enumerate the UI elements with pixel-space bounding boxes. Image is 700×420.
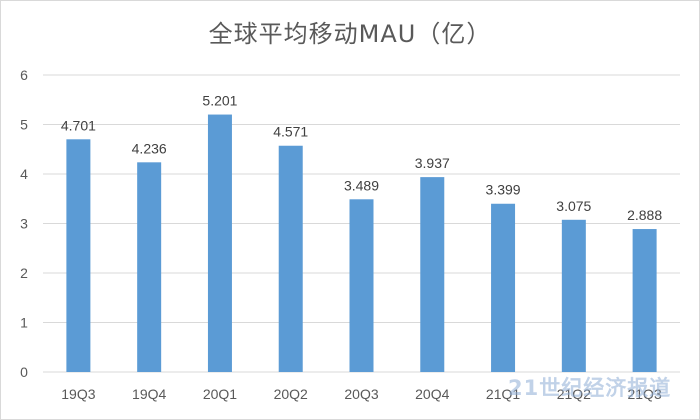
data-label: 4.571: [273, 124, 308, 140]
bar-21q1: [491, 203, 516, 372]
data-label: 2.888: [627, 207, 662, 223]
x-tick-label: 19Q3: [61, 386, 95, 402]
x-tick-label: 21Q3: [627, 386, 661, 402]
data-label: 3.489: [344, 177, 379, 193]
data-label: 3.399: [486, 182, 521, 198]
data-label: 5.201: [202, 93, 237, 109]
x-axis-ticks: 19Q3 19Q4 20Q1 20Q2 20Q3 20Q4 21Q1 21Q2 21Q3: [61, 386, 662, 402]
bar-20q4: [420, 177, 445, 372]
data-label: 3.937: [415, 155, 450, 171]
y-tick-label: 1: [20, 315, 28, 331]
y-tick-label: 3: [20, 216, 28, 232]
y-tick-label: 0: [20, 364, 28, 380]
x-tick-label: 20Q4: [415, 386, 449, 402]
data-labels: 4.701 4.236 5.201 4.571 3.489 3.937 3.399 3.075…: [61, 93, 662, 223]
bar-21q3: [632, 229, 657, 372]
x-tick-label: 19Q4: [132, 386, 166, 402]
bar-19q3: [66, 139, 91, 372]
bar-19q4: [137, 162, 162, 372]
x-tick-label: 21Q1: [486, 386, 520, 402]
y-tick-label: 4: [20, 166, 28, 182]
data-label: 3.075: [556, 198, 591, 214]
x-tick-label: 21Q2: [557, 386, 591, 402]
y-tick-label: 2: [20, 265, 28, 281]
y-tick-label: 5: [20, 117, 28, 133]
bar-20q2: [278, 145, 303, 372]
x-tick-label: 20Q3: [344, 386, 378, 402]
bars: [66, 114, 657, 372]
watermark-logo: 21世纪经济报道: [508, 376, 672, 400]
bar-21q2: [561, 219, 586, 372]
bar-20q3: [349, 199, 374, 372]
chart-title: 全球平均移动MAU（亿）: [208, 20, 492, 48]
data-label: 4.236: [132, 140, 167, 156]
data-label: 4.701: [61, 117, 96, 133]
x-tick-label: 20Q2: [274, 386, 308, 402]
bar-20q1: [207, 114, 232, 372]
y-axis-ticks: 0 1 2 3 4 5 6: [20, 67, 28, 380]
x-tick-label: 20Q1: [203, 386, 237, 402]
y-tick-label: 6: [20, 67, 28, 83]
